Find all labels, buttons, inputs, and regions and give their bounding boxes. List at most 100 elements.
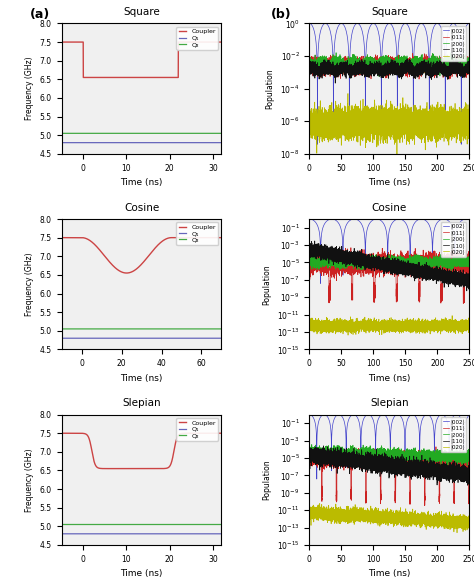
Q₁ (190, 335, 196, 342)
Coupler (163, 74, 168, 81)
|011⟩ (425, 456, 431, 463)
Q₁ (155, 139, 160, 146)
|110⟩ (315, 252, 320, 259)
|020⟩ (408, 322, 414, 329)
|200⟩ (466, 63, 472, 70)
|200⟩ (307, 452, 312, 459)
|002⟩ (315, 222, 320, 229)
|200⟩ (466, 455, 472, 462)
|200⟩ (315, 261, 320, 268)
|110⟩ (321, 442, 327, 449)
|110⟩ (454, 55, 459, 62)
|020⟩ (394, 152, 400, 159)
|011⟩ (348, 244, 354, 251)
|110⟩ (401, 63, 407, 70)
|011⟩ (425, 60, 431, 67)
|020⟩ (307, 507, 312, 515)
Q₂ (190, 130, 196, 137)
|011⟩ (434, 62, 439, 69)
Q₂ (178, 521, 184, 528)
Coupler (88, 441, 93, 448)
Text: (a): (a) (30, 8, 50, 21)
Q₁ (178, 530, 184, 537)
Y-axis label: Frequency (GHz): Frequency (GHz) (25, 57, 34, 121)
|011⟩ (408, 67, 414, 74)
Q₂ (88, 325, 93, 332)
Title: Square: Square (371, 7, 408, 17)
Coupler (120, 269, 126, 276)
Q₁ (88, 335, 93, 342)
Q₂ (88, 521, 93, 528)
|002⟩ (315, 83, 320, 90)
X-axis label: Time (ns): Time (ns) (368, 178, 410, 187)
|011⟩ (433, 443, 439, 450)
Q₂ (155, 521, 160, 528)
Coupler (59, 430, 64, 437)
|020⟩ (401, 515, 407, 522)
Y-axis label: Population: Population (263, 264, 272, 305)
Coupler (155, 465, 160, 472)
|011⟩ (315, 454, 320, 461)
Y-axis label: Frequency (GHz): Frequency (GHz) (25, 253, 34, 316)
|020⟩ (315, 328, 320, 335)
Q₁ (59, 139, 64, 146)
Y-axis label: Population: Population (266, 69, 275, 109)
Legend: Coupler, Q₁, Q₂: Coupler, Q₁, Q₂ (176, 26, 219, 50)
Coupler (124, 270, 129, 277)
|020⟩ (425, 121, 431, 128)
Legend: |002⟩, |011⟩, |200⟩, |110⟩, |020⟩: |002⟩, |011⟩, |200⟩, |110⟩, |020⟩ (441, 222, 466, 257)
|110⟩ (434, 462, 439, 469)
|200⟩ (425, 259, 431, 266)
|002⟩ (401, 217, 407, 224)
Coupler (178, 430, 184, 437)
|020⟩ (365, 324, 370, 331)
|011⟩ (422, 502, 428, 509)
|200⟩ (307, 63, 312, 70)
|011⟩ (307, 59, 312, 66)
|200⟩ (401, 54, 407, 61)
Line: |020⟩: |020⟩ (310, 94, 469, 155)
Coupler (88, 237, 93, 244)
|110⟩ (464, 287, 470, 294)
Q₂ (219, 521, 224, 528)
|020⟩ (365, 136, 370, 143)
Title: Slepian: Slepian (370, 398, 409, 408)
Coupler (59, 39, 64, 46)
Title: Square: Square (123, 7, 160, 17)
|200⟩ (308, 250, 313, 257)
Q₁ (59, 530, 64, 537)
|002⟩ (425, 219, 431, 226)
Q₁ (219, 335, 224, 342)
|200⟩ (401, 452, 407, 459)
|011⟩ (315, 258, 320, 265)
|020⟩ (365, 515, 370, 522)
|020⟩ (401, 124, 407, 131)
Q₂ (59, 325, 64, 332)
Coupler (178, 234, 184, 241)
Line: |011⟩: |011⟩ (310, 53, 469, 79)
|200⟩ (408, 61, 414, 68)
Q₂ (155, 325, 160, 332)
|020⟩ (307, 118, 312, 125)
Line: |200⟩: |200⟩ (310, 53, 469, 76)
|110⟩ (434, 67, 439, 74)
|002⟩ (466, 216, 472, 223)
Legend: Coupler, Q₁, Q₂: Coupler, Q₁, Q₂ (176, 222, 219, 245)
|200⟩ (434, 258, 439, 265)
|002⟩ (307, 216, 312, 223)
|020⟩ (408, 515, 414, 522)
|002⟩ (466, 412, 472, 419)
Coupler (190, 234, 196, 241)
Q₂ (120, 521, 126, 528)
|020⟩ (449, 312, 455, 319)
|011⟩ (365, 452, 370, 459)
Q₁ (59, 335, 64, 342)
Coupler (190, 39, 196, 46)
|002⟩ (315, 141, 320, 148)
Title: Cosine: Cosine (372, 203, 407, 213)
|002⟩ (318, 280, 323, 287)
|011⟩ (410, 50, 415, 57)
|011⟩ (466, 264, 472, 271)
Q₁ (120, 139, 126, 146)
Coupler (190, 430, 196, 437)
